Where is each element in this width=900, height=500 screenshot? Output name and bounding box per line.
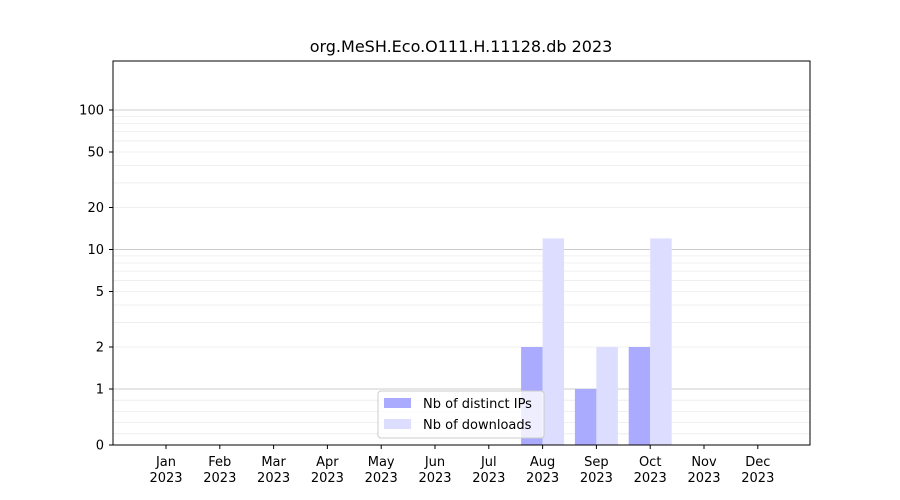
- x-tick-label-month: Dec: [745, 455, 770, 470]
- x-tick-label-month: Jan: [155, 455, 176, 470]
- legend-frame: [377, 390, 545, 439]
- legend-label-downloads: Nb of downloads: [423, 418, 532, 433]
- x-tick-label-month: Oct: [639, 455, 661, 470]
- bar-downloads: [542, 238, 565, 445]
- x-tick-label-month: May: [368, 455, 395, 470]
- x-tick-label-month: Sep: [584, 455, 609, 470]
- x-tick-label-year: 2023: [311, 471, 344, 486]
- legend-swatch-downloads: [384, 419, 411, 429]
- bar-downloads: [596, 347, 618, 445]
- x-tick-label-year: 2023: [580, 471, 613, 486]
- y-tick-label: 5: [96, 285, 104, 300]
- plot-frame: [112, 60, 811, 446]
- legend-swatch-ips: [384, 398, 411, 408]
- x-tick-label-month: Jul: [480, 455, 497, 470]
- bar-distinct-ips: [574, 389, 597, 445]
- y-axis: 0 1 2 5 10 20 50 100: [79, 104, 113, 454]
- y-tick-label: 50: [87, 145, 104, 160]
- legend-label-ips: Nb of distinct IPs: [423, 397, 532, 412]
- x-tick-label-month: Mar: [261, 455, 286, 470]
- y-tick-label: 20: [87, 201, 104, 216]
- x-tick-label-year: 2023: [634, 471, 667, 486]
- x-tick-label-year: 2023: [418, 471, 451, 486]
- bar-distinct-ips: [628, 347, 651, 445]
- x-tick-label-year: 2023: [149, 471, 182, 486]
- x-tick-label-month: Nov: [691, 455, 717, 470]
- bar-downloads: [650, 238, 672, 445]
- legend: Nb of distinct IPs Nb of downloads: [377, 390, 545, 439]
- y-tick-label: 10: [87, 243, 104, 258]
- x-tick-label-year: 2023: [257, 471, 290, 486]
- x-tick-label-year: 2023: [687, 471, 720, 486]
- y-tick-label: 100: [79, 104, 104, 119]
- x-tick-label-year: 2023: [472, 471, 505, 486]
- x-tick-label-month: Apr: [316, 455, 339, 470]
- y-tick-label: 2: [96, 341, 104, 356]
- y-tick-label: 1: [96, 383, 104, 398]
- chart-title: org.MeSH.Eco.O111.H.11128.db 2023: [310, 37, 613, 56]
- x-tick-label-month: Jun: [424, 455, 445, 470]
- x-axis: Jan2023Feb2023Mar2023Apr2023May2023Jun20…: [149, 445, 774, 486]
- x-tick-label-year: 2023: [526, 471, 559, 486]
- x-tick-label-month: Feb: [208, 455, 231, 470]
- x-tick-label-year: 2023: [203, 471, 236, 486]
- y-tick-label: 0: [96, 439, 104, 454]
- x-tick-label-year: 2023: [365, 471, 398, 486]
- x-tick-label-year: 2023: [741, 471, 774, 486]
- grid-lines: [113, 109, 810, 435]
- x-tick-label-month: Aug: [530, 455, 555, 470]
